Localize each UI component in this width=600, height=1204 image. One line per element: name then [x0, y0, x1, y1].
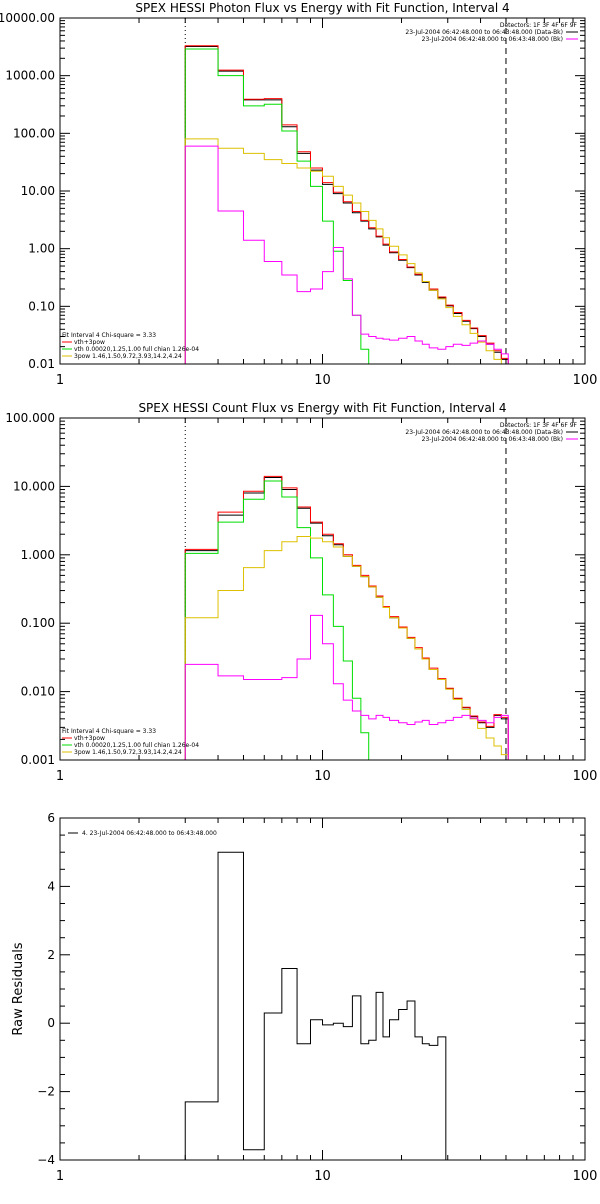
y-tick-label: 4: [47, 879, 55, 893]
y-tick-label: 1000.00: [5, 69, 55, 83]
series-group: [184, 45, 509, 364]
x-tick-label: 100: [573, 373, 598, 388]
y-tick-label: 0.010: [21, 685, 55, 699]
legend-text: 23-Jul-2004 06:42:48.000 to 06:43:48.000…: [405, 29, 563, 36]
x-tick-label: 1: [56, 373, 64, 388]
plot-frame: [59, 817, 586, 1161]
y-tick-label: 10.000: [13, 479, 55, 493]
legend-text: 23-Jul-2004 06:42:48.000 to 06:43:48.000…: [422, 436, 563, 443]
y-tick-label: 0.01: [28, 357, 55, 371]
y-tick-label: 1.000: [21, 548, 55, 562]
series-line-0: [184, 476, 509, 760]
x-tick-label: 1: [56, 1169, 64, 1184]
x-tick-label: 10: [314, 769, 331, 784]
series-line-1: [184, 475, 509, 760]
x-tick-label: 100: [573, 769, 598, 784]
legend-text: Fit Interval 4 Chi-square = 3.33: [62, 728, 156, 735]
plot-frame: [59, 17, 586, 365]
y-tick-label: 1.00: [28, 242, 55, 256]
x-tick-label: 10: [314, 373, 331, 388]
legend-text: 3pow 1.46,1.50,9.72,3.93,14.2,4.24: [74, 749, 182, 756]
legend-text: 23-Jul-2004 06:42:48.000 to 06:43:48.000…: [405, 429, 563, 436]
y-axis-label: Raw Residuals: [11, 942, 26, 1035]
series-line-2: [184, 480, 370, 760]
series-line-3: [184, 138, 502, 364]
series-line-3: [184, 536, 509, 760]
y-tick-label: 0.001: [21, 753, 55, 767]
series-group: [184, 475, 509, 760]
y-tick-label: −4: [37, 1153, 55, 1167]
series-line-2: [184, 48, 370, 364]
legend-text: vth 0.00020,1.25,1.00 full chian 1.26e-0…: [74, 346, 199, 353]
series-line-0: [184, 46, 509, 364]
y-tick-label: −2: [37, 1085, 55, 1099]
x-tick-label: 1: [56, 769, 64, 784]
y-tick-label: 0: [47, 1016, 55, 1030]
count-flux-panel: SPEX HESSI Count Flux vs Energy with Fit…: [5, 401, 597, 784]
photon-flux-panel: SPEX HESSI Photon Flux vs Energy with Fi…: [0, 1, 597, 388]
y-tick-label: 100.00: [13, 126, 55, 140]
legend-text: 23-Jul-2004 06:42:48.000 to 06:43:48.000…: [422, 36, 563, 43]
y-tick-label: 100.000: [5, 411, 55, 425]
legend-text: vth 0.00020,1.25,1.00 full chian 1.26e-0…: [74, 742, 199, 749]
y-tick-label: 0.100: [21, 616, 55, 630]
series-line-1: [184, 45, 509, 364]
residuals-panel: Raw Residuals −4 −2 0 2 4 6 1 10 100 4. 23-Jul-200…: [11, 811, 597, 1184]
series-line-4: [184, 145, 509, 364]
x-tick-label: 10: [314, 1169, 331, 1184]
legend-text: 3pow 1.46,1.50,9.72,3.93,14.2,4.24: [74, 353, 182, 360]
y-tick-label: 10.00: [21, 184, 55, 198]
series-line-4: [184, 614, 509, 760]
legend-text: vth+3pow: [74, 339, 105, 346]
series-line-0: [184, 851, 447, 1160]
plot-frame: [59, 417, 586, 761]
y-tick-label: 10000.00: [0, 11, 55, 25]
legend-text: 4. 23-Jul-2004 06:42:48.000 to 06:43:48.…: [82, 830, 217, 837]
legend-text: Detectors: 1F 3F 4F 6F 9F: [500, 422, 578, 429]
chart-title: SPEX HESSI Count Flux vs Energy with Fit…: [138, 401, 506, 415]
y-tick-label: 0.10: [28, 299, 55, 313]
legend-text: Fit Interval 4 Chi-square = 3.33: [62, 332, 156, 339]
series-group: [184, 851, 447, 1160]
legend-text: vth+3pow: [74, 735, 105, 742]
legend-text: Detectors: 1F 3F 4F 6F 9F: [500, 22, 578, 29]
y-tick-label: 6: [47, 811, 55, 825]
x-tick-label: 100: [573, 1169, 598, 1184]
chart-title: SPEX HESSI Photon Flux vs Energy with Fi…: [135, 1, 509, 15]
y-tick-label: 2: [47, 948, 55, 962]
